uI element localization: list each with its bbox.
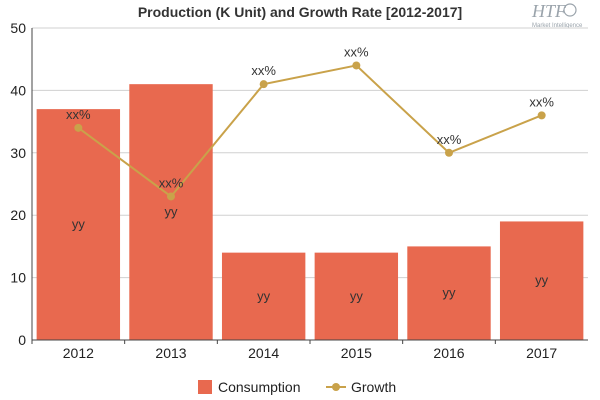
watermark-logo: HTF Market Intelligence (531, 1, 583, 29)
growth-data-label: xx% (344, 44, 369, 59)
growth-data-label: xx% (529, 94, 554, 109)
x-tick-label: 2017 (526, 345, 557, 361)
gridlines (32, 27, 588, 279)
y-tick-label: 0 (18, 332, 26, 348)
growth-point-2016 (445, 148, 453, 157)
bar-data-label: yy (443, 285, 457, 300)
bar-data-label: yy (350, 288, 364, 303)
x-tick-label: 2014 (248, 345, 279, 361)
legend: Consumption Growth (198, 379, 396, 395)
x-tick-label: 2012 (63, 345, 94, 361)
growth-point-2012 (74, 123, 83, 132)
bar-data-label: yy (535, 273, 549, 288)
growth-point-2013 (167, 192, 175, 201)
y-tick-label: 50 (10, 20, 26, 36)
watermark-brand: HTF (531, 1, 567, 21)
line-series: xx% xx% xx% xx% xx% xx% (66, 44, 554, 201)
bar-data-label: yy (257, 288, 271, 303)
x-tick-label: 2016 (433, 345, 464, 361)
growth-point-2017 (537, 111, 546, 120)
legend-swatch-consumption (198, 380, 212, 394)
growth-data-label: xx% (66, 107, 91, 122)
growth-data-label: xx% (437, 132, 462, 147)
bar-2017 (499, 221, 584, 340)
growth-line (77, 64, 543, 198)
bar-series (36, 84, 584, 341)
growth-data-label: xx% (159, 175, 184, 190)
legend-label-growth: Growth (351, 379, 396, 395)
bar-2013 (129, 84, 213, 340)
bar-data-label: yy (72, 217, 86, 232)
growth-data-label: xx% (251, 63, 276, 78)
y-tick-label: 40 (10, 82, 26, 98)
y-tick-label: 10 (10, 270, 26, 286)
x-tick-label: 2015 (341, 345, 372, 361)
x-tick-label: 2013 (155, 345, 186, 361)
x-axis: 2012 2013 2014 2015 2016 2017 (31, 339, 588, 361)
y-tick-label: 30 (10, 145, 26, 161)
bar-data-label: yy (165, 204, 179, 219)
bar-2015 (314, 252, 399, 340)
globe-icon (563, 3, 577, 17)
y-axis: 0 10 20 30 40 50 (10, 20, 33, 348)
bar-2014 (221, 252, 306, 340)
bar-labels: yy yy yy yy yy yy (72, 204, 549, 303)
y-tick-label: 20 (10, 207, 26, 223)
watermark-tagline: Market Intelligence (532, 23, 583, 29)
bar-2016 (407, 246, 491, 340)
growth-point-2015 (352, 61, 361, 70)
growth-point-2014 (259, 80, 268, 89)
chart-title: Production (K Unit) and Growth Rate [201… (138, 4, 462, 20)
legend-swatch-growth-marker (332, 383, 340, 391)
legend-label-consumption: Consumption (218, 379, 301, 395)
